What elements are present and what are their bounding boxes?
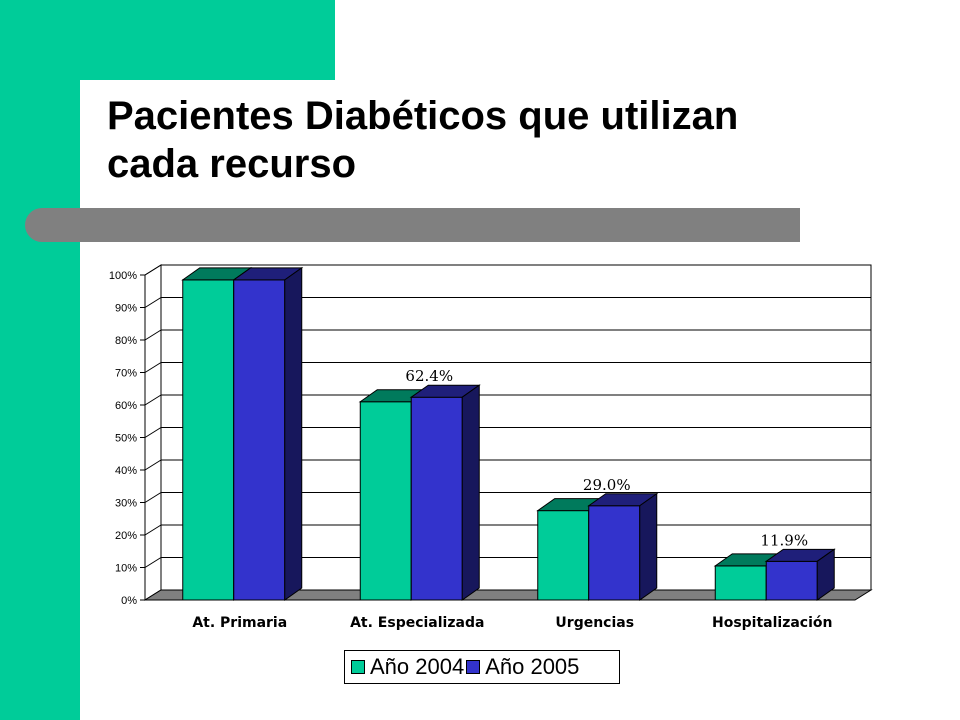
bar-side-face [461,384,480,601]
grid-diag [144,297,162,308]
grid-diag [144,394,162,406]
grid-diag [144,459,162,471]
bar-side-face [284,266,303,601]
x-category-label: Hospitalización [712,615,833,631]
slide-title-line-2: cada recurso [107,142,357,186]
bar-front-2004 [182,279,235,601]
x-category-label: At. Especializada [350,615,484,631]
grid-diag [144,362,162,373]
grid-diag [144,427,162,438]
y-tick-label: 60% [115,400,137,412]
legend-label-2004: Año 2004 [370,654,465,679]
bar-front-2004 [537,510,590,601]
grid-diag [144,329,162,341]
bar-front-2005 [410,396,463,601]
bar-side-face [639,492,658,601]
data-label: 11.9% [760,531,808,549]
y-tick-label: 10% [115,563,137,575]
legend-swatch-2005 [466,660,481,674]
y-tick-label: 50% [115,433,137,445]
grid-diag [144,264,162,276]
accent-band-top [0,0,335,80]
y-tick-label: 90% [115,303,137,315]
x-category-label: Urgencias [555,615,634,631]
y-tick-label: 70% [115,368,137,380]
chart-legend: Año 2004 Año 2005 [344,650,620,684]
slide-title: Pacientes Diabéticos que utilizan cada r… [107,92,907,188]
bar-front-2004 [714,565,767,601]
y-tick-label: 40% [115,465,137,477]
bar-side-face [816,548,835,601]
data-label: 29.0% [583,476,631,494]
y-tick-label: 20% [115,530,137,542]
grid-diag [144,557,162,568]
legend-item-2005: Año 2005 [466,654,579,680]
data-label: 62.4% [405,367,453,385]
y-tick-label: 30% [115,498,137,510]
legend-label-2005: Año 2005 [485,654,580,679]
grid-diag [144,492,162,503]
bar-front-2005 [233,279,286,601]
bar-front-2005 [588,505,641,601]
legend-item-2004: Año 2004 [351,654,464,680]
slide-title-line-1: Pacientes Diabéticos que utilizan [107,94,739,138]
title-rule-bar [25,208,800,242]
bar-front-2005 [765,560,818,601]
grid-diag [144,524,162,536]
x-category-label: At. Primaria [192,615,287,631]
accent-band-left [0,0,80,720]
bar-front-2004 [359,401,412,601]
legend-swatch-2004 [351,660,365,674]
y-tick-label: 0% [121,595,137,607]
y-tick-label: 100% [109,270,137,282]
y-tick-label: 80% [115,335,137,347]
